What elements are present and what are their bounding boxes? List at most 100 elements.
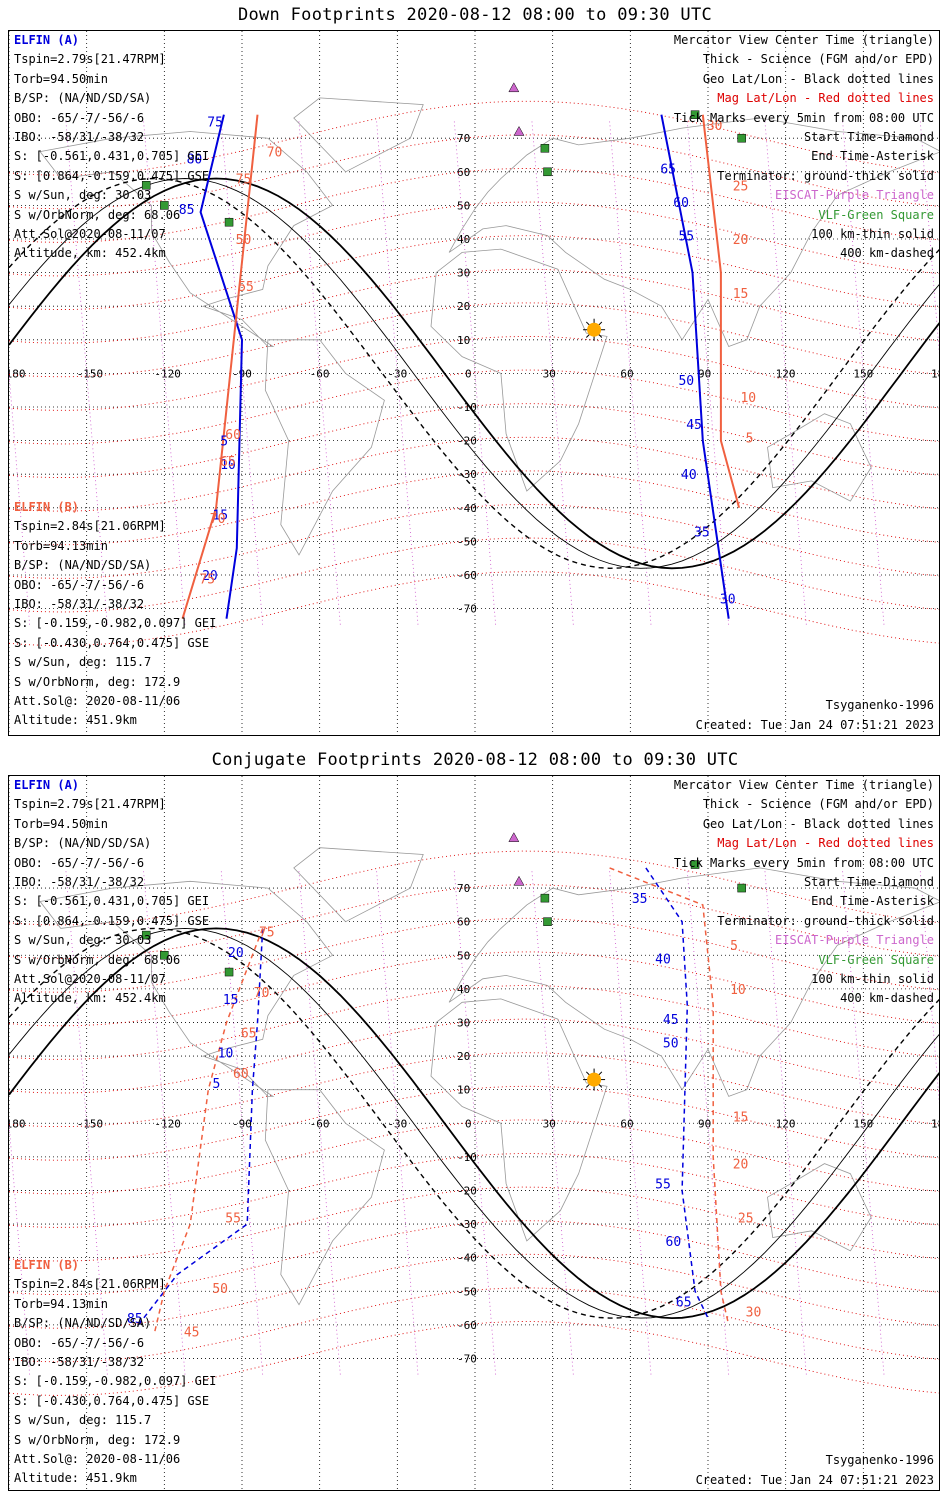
sun-disc xyxy=(587,322,602,337)
lat-tick-label: 30 xyxy=(457,267,470,280)
legend-entry: Terminator: ground-thick solid xyxy=(717,913,934,928)
continent-outline xyxy=(264,339,385,556)
elfin-b-label: ELFIN (B) xyxy=(14,500,80,514)
lon-tick-label: 90 xyxy=(698,1117,711,1130)
elfin-a-tick-label: 75 xyxy=(207,115,223,130)
mag-latitude-line xyxy=(9,1052,939,1128)
elfin-a-tick-label: 50 xyxy=(678,374,694,389)
lat-tick-label: -40 xyxy=(457,1252,477,1265)
elfin-b-info: ELFIN (B) Tspin=2.84s[21.06RPM] Torb=94.1… xyxy=(14,1256,216,1489)
legend-entry: Terminator: ground-thick solid xyxy=(717,168,934,183)
elfin-a-tick-label: 50 xyxy=(663,1037,679,1052)
elfin-a-line: S w/OrbNorm, deg: 68.06 xyxy=(14,207,181,222)
elfin-a-tick-label: 60 xyxy=(673,196,689,211)
legend-entry: 100 km-thin solid xyxy=(811,972,934,987)
legend-entry: EISCAT-Purple Triangle xyxy=(775,933,934,948)
vlf-station-square xyxy=(690,110,700,119)
elfin-a-tick-label: 55 xyxy=(678,230,694,245)
lat-tick-label: 20 xyxy=(457,1050,470,1063)
mag-latitude-line xyxy=(9,403,939,478)
lon-tick-label: 150 xyxy=(853,1117,873,1130)
elfin-b-line: S w/OrbNorm, deg: 172.9 xyxy=(14,674,181,689)
elfin-a-line: Tspin=2.79s[21.47RPM] xyxy=(14,52,166,67)
elfin-b-tick-label: 25 xyxy=(733,179,749,194)
elfin-b-line: S w/OrbNorm, deg: 172.9 xyxy=(14,1432,181,1447)
sun-icon xyxy=(583,318,606,341)
continent-outline xyxy=(767,413,872,502)
lat-tick-label: 60 xyxy=(457,916,470,929)
mag-latitude-line xyxy=(9,1220,939,1296)
model-label: Tsyganenko-1996 xyxy=(825,698,934,713)
elfin-b-tick-label: 60 xyxy=(225,428,241,443)
mag-longitude-line xyxy=(220,871,264,1376)
elfin-a-tick-label: 85 xyxy=(127,1312,143,1327)
elfin-a-tick-label: 5 xyxy=(220,435,228,450)
elfin-a-tick-label: 85 xyxy=(179,203,195,218)
vlf-station-square xyxy=(543,917,552,926)
elfin-a-line: OBO: -65/-7/-56/-6 xyxy=(14,855,145,870)
elfin-a-line: S w/Sun, deg: 30.03 xyxy=(14,933,152,948)
lon-tick-label: 30 xyxy=(543,367,556,380)
legend-entry: EISCAT-Purple Triangle xyxy=(775,188,934,203)
elfin-b-line: S w/Sun, deg: 115.7 xyxy=(14,1413,152,1428)
elfin-a-tick-label: 45 xyxy=(686,418,702,433)
elfin-b-line: Att.Sol@: 2020-08-11/06 xyxy=(14,694,181,709)
elfin-b-track xyxy=(153,928,264,1336)
elfin-b-track xyxy=(181,114,259,619)
lat-tick-label: -70 xyxy=(457,1352,477,1365)
elfin-a-tick-label: 10 xyxy=(220,458,236,473)
elfin-b-info: ELFIN (B) Tspin=2.84s[21.06RPM] Torb=94.1… xyxy=(14,498,216,731)
elfin-b-tick-label: 75 xyxy=(236,173,252,188)
legend-entry: Start Time-Diamond xyxy=(803,875,934,890)
lon-tick-label: -120 xyxy=(154,1117,181,1130)
elfin-b-track xyxy=(609,867,730,1326)
vlf-station-square xyxy=(540,893,550,903)
mag-longitude-line xyxy=(842,121,885,626)
mag-longitude-line xyxy=(453,121,497,626)
created-label: Created: Tue Jan 24 07:51:21 2023 xyxy=(695,1472,934,1487)
elfin-b-tick-label: 70 xyxy=(254,986,270,1001)
mag-latitude-line xyxy=(9,201,939,277)
elfin-b-tick-label: 30 xyxy=(707,119,723,134)
elfin-b-line: B/SP: (NA/ND/SD/SA) xyxy=(14,1316,152,1331)
mag-longitude-line xyxy=(609,871,652,1376)
elfin-b-label: ELFIN (B) xyxy=(14,1258,80,1272)
lon-tick-label: -60 xyxy=(310,367,330,380)
elfin-b-line: OBO: -65/-7/-56/-6 xyxy=(14,1335,145,1350)
panel-title: Conjugate Footprints 2020-08-12 08:00 to… xyxy=(211,750,739,770)
lat-tick-label: -40 xyxy=(457,502,477,515)
lon-tick-label: -30 xyxy=(387,367,407,380)
continent-outline xyxy=(430,998,608,1242)
elfin-b-lines: Tspin=2.84s[21.06RPM] Torb=94.13min B/SP: … xyxy=(14,517,216,730)
lon-tick-label: 30 xyxy=(543,1117,556,1130)
elfin-a-tick-label: 65 xyxy=(660,162,676,177)
elfin-b-line: S: [-0.159,-0.982,0.097] GEI xyxy=(14,1374,217,1389)
elfin-a-line: Tspin=2.79s[21.47RPM] xyxy=(14,797,166,812)
elfin-a-label: ELFIN (A) xyxy=(14,778,80,792)
vlf-station-square xyxy=(224,967,234,977)
eiscat-station-triangle xyxy=(508,82,520,93)
map-canvas: -180-150-120-90-60-300306090120150180706… xyxy=(9,776,939,1490)
elfin-b-tick-label: 45 xyxy=(184,1326,200,1341)
elfin-a-tick-label: 35 xyxy=(632,892,648,907)
lat-tick-label: 40 xyxy=(457,983,470,996)
terminator-line xyxy=(9,927,939,1319)
elfin-a-tick-label: 15 xyxy=(212,509,228,524)
mag-longitude-line xyxy=(764,121,807,626)
legend-entry: Start Time-Diamond xyxy=(803,130,934,145)
terminator-line xyxy=(9,177,939,570)
elfin-a-tick-label: 60 xyxy=(666,1235,682,1250)
legend-entry: End Time-Asterisk xyxy=(811,149,934,164)
elfin-b-tick-label: 60 xyxy=(233,1067,249,1082)
mag-longitude-line xyxy=(65,121,108,626)
continent-outline xyxy=(39,131,334,347)
elfin-a-line: S: [-0.561,0.431,0.705] GEI xyxy=(14,894,210,909)
mag-longitude-line xyxy=(531,871,574,1376)
mag-latitude-line xyxy=(9,1119,939,1195)
mag-longitude-line xyxy=(842,871,885,1376)
elfin-b-tick-label: 10 xyxy=(730,983,746,998)
elfin-a-lines: Tspin=2.79s[21.47RPM] Torb=94.50min B/SP: … xyxy=(14,795,209,1008)
elfin-b-tick-label: 20 xyxy=(733,233,749,248)
elfin-b-tick-label: 65 xyxy=(241,1027,257,1042)
mag-latitude-line xyxy=(9,369,939,445)
